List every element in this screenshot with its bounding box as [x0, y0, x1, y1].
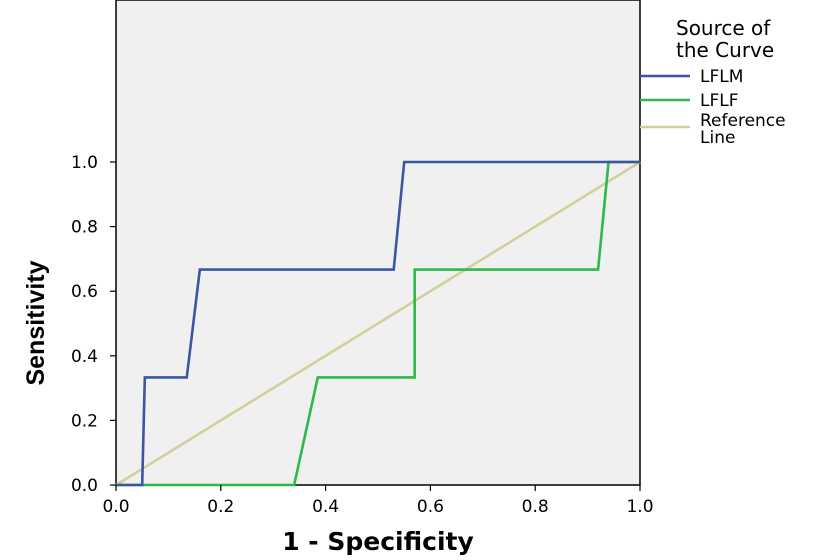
plot-area	[115, 0, 641, 486]
y-tick-label: 0.6	[71, 282, 98, 302]
x-tick-label: 0.2	[207, 497, 234, 517]
legend-title-line: Source of	[676, 16, 771, 40]
x-axis-label: 1 - Specificity	[282, 527, 474, 556]
x-tick-label: 0.0	[102, 497, 129, 517]
series-line-lflf	[116, 160, 640, 487]
legend-label: Reference	[700, 111, 786, 131]
x-tick-label: 0.4	[312, 497, 339, 517]
legend-title-line: the Curve	[676, 38, 774, 62]
x-tick-label: 0.8	[522, 497, 549, 517]
y-tick-label: 0.0	[71, 476, 98, 496]
x-tick-label: 1.0	[626, 497, 653, 517]
series-line-lflm	[116, 160, 640, 487]
legend-label: LFLM	[700, 67, 743, 87]
series-line-reference	[115, 160, 641, 487]
y-tick-label: 1.0	[71, 153, 98, 173]
y-tick-label: 0.8	[71, 218, 98, 238]
y-tick-label: 0.2	[71, 411, 98, 431]
y-axis-label: Sensitivity	[22, 260, 50, 385]
y-tick-label: 0.4	[71, 347, 98, 367]
axis-layer: 0.0 0.2 0.4 0.6 0.8 1.0 0.0 0.2 0.4 0.6 0.8 1.0	[71, 153, 654, 517]
series-layer	[115, 160, 641, 487]
x-tick-label: 0.6	[417, 497, 444, 517]
legend-label: Line	[700, 128, 735, 148]
legend-label: LFLF	[700, 91, 739, 111]
